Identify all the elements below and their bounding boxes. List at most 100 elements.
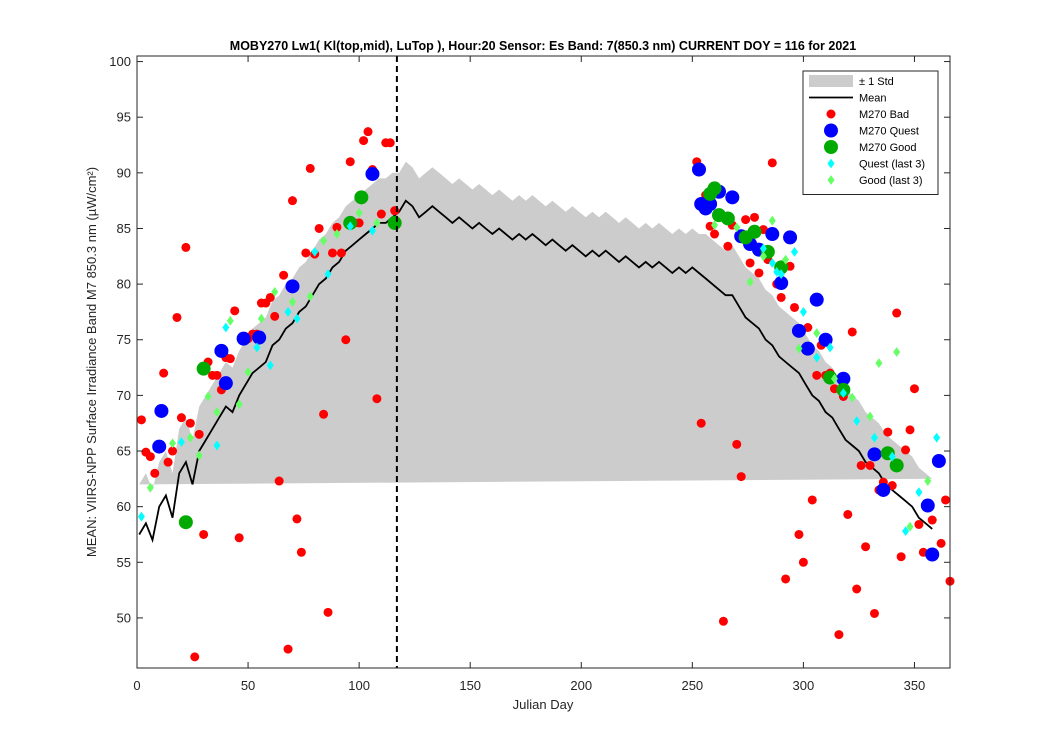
point-good-last-3: [795, 343, 803, 354]
point-m270-bad: [168, 446, 178, 456]
point-m270-bad: [927, 515, 937, 525]
x-tick-label: 300: [793, 678, 815, 693]
point-m270-bad: [754, 268, 764, 278]
point-good-last-3: [924, 476, 932, 486]
point-m270-bad: [385, 138, 395, 148]
point-m270-bad: [865, 460, 875, 470]
point-m270-quest: [791, 323, 806, 338]
point-m270-bad: [163, 457, 173, 467]
point-good-last-3: [373, 218, 381, 228]
point-m270-bad: [869, 608, 879, 618]
point-m270-bad: [909, 384, 919, 394]
point-m270-bad: [319, 409, 329, 419]
point-quest-last-3: [826, 342, 834, 353]
point-quest-last-3: [888, 451, 896, 462]
point-good-last-3: [271, 286, 279, 297]
point-m270-bad: [718, 616, 728, 626]
point-good-last-3: [146, 482, 154, 493]
point-good-last-3: [204, 391, 212, 402]
point-m270-bad: [363, 127, 373, 137]
point-good-last-3: [195, 450, 203, 461]
x-tick-label: 100: [348, 678, 370, 693]
point-m270-bad: [710, 229, 720, 239]
point-m270-bad: [896, 552, 906, 562]
point-m270-quest: [725, 190, 740, 205]
point-good-last-3: [306, 291, 314, 302]
point-m270-bad: [812, 370, 822, 380]
point-good-last-3: [355, 207, 363, 218]
point-m270-bad: [292, 514, 302, 524]
legend: ± 1 Std Mean M270 Bad M270 Quest M270 Good Qu…: [802, 70, 939, 195]
point-m270-bad: [892, 308, 902, 318]
point-quest-last-3: [915, 487, 923, 498]
legend-label-quest-last-3: Quest (last 3): [859, 159, 925, 171]
point-m270-good: [707, 181, 722, 196]
point-m270-bad: [150, 468, 160, 478]
point-m270-bad: [176, 413, 186, 423]
point-m270-bad: [230, 306, 240, 316]
y-tick-label: 100: [109, 54, 131, 69]
x-tick-label: 350: [904, 678, 926, 693]
legend-swatch-good-last-3: [827, 175, 835, 185]
point-quest-last-3: [768, 258, 776, 268]
point-m270-bad: [798, 557, 808, 567]
point-m270-good: [178, 515, 193, 530]
point-m270-bad: [279, 270, 289, 280]
point-quest-last-3: [253, 342, 261, 353]
point-m270-bad: [834, 630, 844, 640]
point-quest-last-3: [799, 307, 807, 317]
point-m270-bad: [172, 312, 182, 322]
point-m270-bad: [314, 223, 324, 233]
point-m270-bad: [341, 335, 351, 345]
point-m270-bad: [270, 311, 280, 321]
point-m270-bad: [354, 218, 364, 228]
point-quest-last-3: [777, 269, 785, 279]
series-good-last-3: [146, 207, 932, 532]
point-m270-bad: [159, 368, 169, 378]
point-m270-quest: [152, 439, 167, 454]
mean-line-layer: [138, 199, 933, 544]
point-m270-quest: [214, 343, 229, 358]
point-m270-bad: [327, 248, 337, 258]
point-quest-last-3: [933, 432, 941, 443]
point-quest-last-3: [222, 322, 230, 333]
point-m270-bad: [883, 427, 893, 437]
point-m270-quest: [218, 376, 233, 391]
point-m270-bad: [723, 241, 733, 251]
point-m270-quest: [365, 166, 380, 181]
y-axis: 50 55 60 65 70 75 80 85 90 95 100: [109, 54, 950, 625]
point-m270-quest: [774, 275, 789, 290]
y-tick-label: 85: [117, 221, 131, 236]
point-quest-last-3: [177, 437, 185, 448]
point-good-last-3: [906, 521, 914, 532]
point-quest-last-3: [902, 526, 910, 537]
mean-line: [138, 199, 933, 544]
axes-frame: [136, 55, 951, 669]
point-m270-bad: [287, 196, 297, 206]
point-m270-bad: [941, 495, 951, 505]
y-tick-label: 90: [117, 165, 131, 180]
x-axis-label: Julian Day: [513, 697, 574, 712]
point-good-last-3: [244, 367, 252, 377]
point-quest-last-3: [137, 511, 145, 522]
point-m270-bad: [199, 529, 209, 539]
point-m270-bad: [807, 495, 817, 505]
point-quest-last-3: [791, 246, 799, 257]
point-quest-last-3: [293, 313, 301, 324]
point-good-last-3: [333, 229, 341, 239]
series-quest-last-3: [137, 221, 941, 537]
point-good-last-3: [235, 399, 243, 410]
point-good-last-3: [875, 358, 883, 369]
point-m270-bad: [376, 209, 386, 219]
point-good-last-3: [893, 347, 901, 357]
point-m270-bad: [372, 394, 382, 404]
point-quest-last-3: [346, 221, 354, 232]
legend-swatch-m270-good: [824, 140, 838, 154]
legend-label-m270-bad: M270 Bad: [859, 109, 909, 121]
y-tick-label: 80: [117, 277, 131, 292]
point-m270-bad: [274, 476, 284, 486]
point-m270-bad: [181, 242, 191, 252]
point-good-last-3: [213, 407, 221, 417]
point-m270-bad: [741, 215, 751, 225]
point-good-last-3: [169, 438, 177, 449]
